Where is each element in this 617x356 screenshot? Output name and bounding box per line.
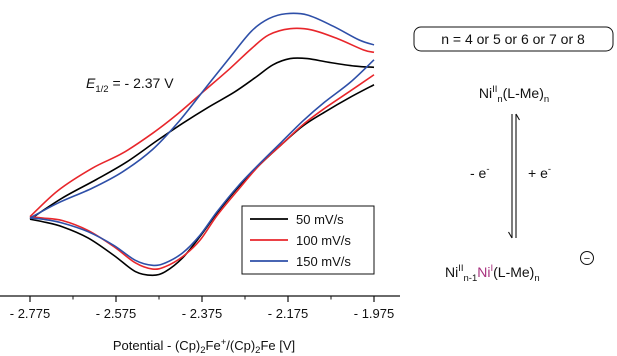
species-reduced: NiIIn-1NiI(L-Me)n bbox=[445, 263, 540, 284]
negative-charge-circle bbox=[580, 251, 594, 265]
reduction-arrow-head bbox=[508, 231, 513, 239]
legend-label: 50 mV/s bbox=[296, 212, 344, 227]
oxidation-arrow-head bbox=[515, 113, 520, 121]
condition-text: n = 4 or 5 or 6 or 7 or 8 bbox=[441, 31, 585, 47]
condition-box bbox=[413, 26, 614, 52]
legend-label: 150 mV/s bbox=[296, 254, 351, 269]
legend-label: 100 mV/s bbox=[296, 233, 351, 248]
cv-trace-1-forward bbox=[29, 27, 375, 218]
x-tick-label: - 2.175 bbox=[268, 306, 308, 321]
cv-series-1 bbox=[29, 27, 375, 271]
cv-curves bbox=[29, 12, 375, 277]
cv-trace-1-reverse bbox=[29, 74, 375, 271]
x-ticks: - 2.775 - 2.575 - 2.375 - 2.175 - 1.975 bbox=[10, 296, 394, 321]
x-axis-title: Potential - (Cp)2Fe+/(Cp)2Fe [V] bbox=[113, 337, 295, 356]
species-oxidized: NiIIn(L-Me)n bbox=[479, 84, 549, 105]
e-half-annotation: E1/2 = - 2.37 V bbox=[86, 75, 174, 95]
x-tick-label: - 2.375 bbox=[182, 306, 222, 321]
cv-trace-0-forward bbox=[29, 57, 375, 220]
plus-electron-label: + e- bbox=[528, 164, 551, 181]
x-tick-label: - 2.775 bbox=[10, 306, 50, 321]
legend: 50 mV/s 100 mV/s 150 mV/s bbox=[241, 205, 375, 275]
redox-scheme: n = 4 or 5 or 6 or 7 or 8 NiIIn(L-Me)n -… bbox=[413, 26, 614, 284]
cv-trace-2-reverse bbox=[29, 59, 375, 267]
minus-electron-label: - e- bbox=[470, 164, 490, 181]
cv-trace-2-forward bbox=[29, 12, 375, 219]
negative-charge-sign: − bbox=[584, 253, 590, 265]
cv-series-0 bbox=[29, 57, 375, 277]
cv-trace-0-reverse bbox=[29, 84, 375, 277]
x-tick-label: - 2.575 bbox=[96, 306, 136, 321]
cv-series-2 bbox=[29, 12, 375, 267]
equilibrium-arrows bbox=[508, 113, 520, 239]
x-axis: - 2.775 - 2.575 - 2.375 - 2.175 - 1.975 bbox=[0, 295, 400, 321]
legend-items: 50 mV/s 100 mV/s 150 mV/s bbox=[250, 212, 351, 269]
x-tick-label: - 1.975 bbox=[354, 306, 394, 321]
